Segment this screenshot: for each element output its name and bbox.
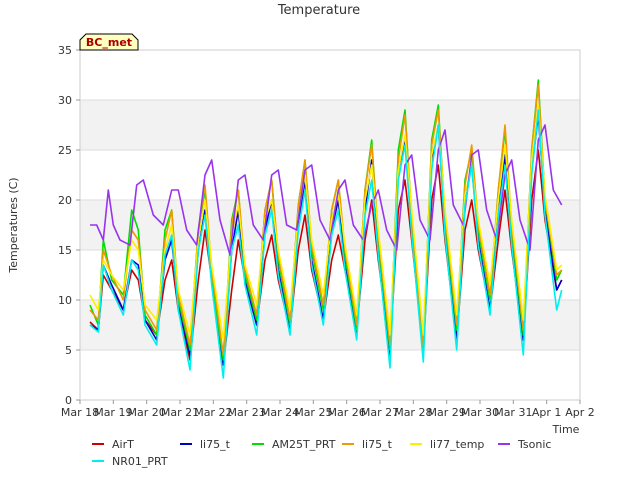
- badge-label: BC_met: [86, 36, 132, 49]
- y-tick-label: 5: [65, 344, 72, 357]
- y-tick-label: 20: [58, 194, 72, 207]
- legend-label: Tsonic: [517, 438, 551, 451]
- series-layer: [89, 79, 563, 379]
- x-tick-label: Mar 28: [394, 406, 432, 419]
- series-line-5: [90, 124, 563, 256]
- x-tick-label: Mar 25: [294, 406, 332, 419]
- x-tick-label: Mar 20: [128, 406, 166, 419]
- x-tick-label: Apr 1: [532, 406, 562, 419]
- x-axis-label: Time: [552, 423, 580, 436]
- y-tick-label: 30: [58, 94, 72, 107]
- series-line-4: [89, 104, 563, 341]
- legend-label: AirT: [112, 438, 134, 451]
- chart-title: Temperature: [277, 3, 360, 18]
- x-tick-label: Mar 21: [161, 406, 199, 419]
- legend-label: AM25T_PRT: [272, 438, 336, 451]
- y-tick-label: 15: [58, 244, 72, 257]
- y-axis-label: Temperatures (C): [7, 177, 20, 273]
- x-tick-label: Mar 29: [428, 406, 466, 419]
- badge: BC_met: [79, 33, 139, 51]
- legend-label: li77_temp: [430, 438, 484, 451]
- x-tick-label: Mar 22: [194, 406, 232, 419]
- plot-frame: [79, 49, 581, 401]
- grid-band: [80, 100, 580, 150]
- x-tick-label: Mar 18: [61, 406, 99, 419]
- y-tick-label: 0: [65, 394, 72, 407]
- legend-label: NR01_PRT: [112, 455, 168, 468]
- series-line-6: [89, 109, 563, 379]
- grid-band: [80, 300, 580, 350]
- x-tick-label: Apr 2: [565, 406, 595, 419]
- legend-label: li75_t: [200, 438, 231, 451]
- x-tick-label: Mar 27: [361, 406, 399, 419]
- y-tick-label: 10: [58, 294, 72, 307]
- legend-label: li75_t: [362, 438, 393, 451]
- x-tick-label: Mar 23: [228, 406, 266, 419]
- legend: AirT li75_t AM25T_PRT li75_t li77_temp Tsonic…: [92, 438, 551, 468]
- x-tick-label: Mar 19: [94, 406, 132, 419]
- y-axis: 0 5 10 15 20 25 30 35: [58, 44, 80, 407]
- x-tick-label: Mar 31: [494, 406, 532, 419]
- y-tick-label: 35: [58, 44, 72, 57]
- x-tick-label: Mar 26: [328, 406, 366, 419]
- badge-box: [79, 33, 139, 51]
- x-tick-label: Mar 24: [261, 406, 299, 419]
- x-tick-label: Mar 30: [461, 406, 499, 419]
- y-tick-label: 25: [58, 144, 72, 157]
